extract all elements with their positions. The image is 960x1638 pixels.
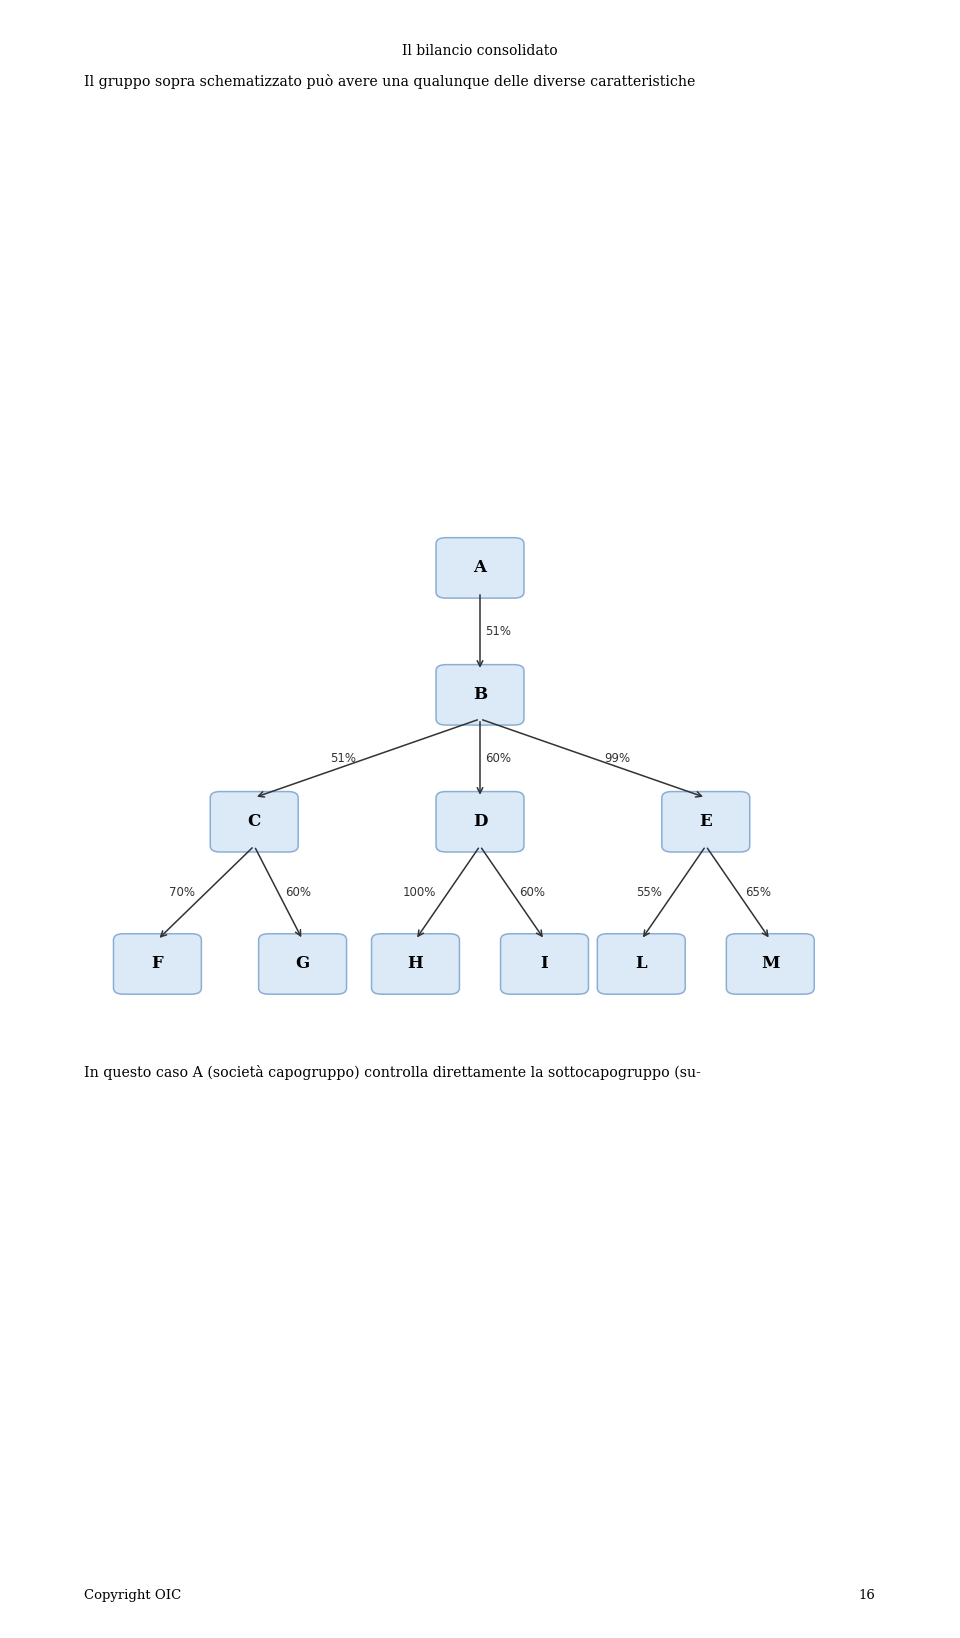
FancyBboxPatch shape <box>597 934 685 994</box>
FancyBboxPatch shape <box>113 934 202 994</box>
Text: 60%: 60% <box>485 752 511 765</box>
Text: 99%: 99% <box>604 752 630 765</box>
Text: B: B <box>473 686 487 703</box>
Text: Il bilancio consolidato: Il bilancio consolidato <box>402 44 558 59</box>
Text: H: H <box>408 955 423 973</box>
FancyBboxPatch shape <box>372 934 460 994</box>
Text: 60%: 60% <box>285 886 312 899</box>
Text: 70%: 70% <box>169 886 195 899</box>
Text: 60%: 60% <box>519 886 545 899</box>
Text: M: M <box>761 955 780 973</box>
Text: A: A <box>473 560 487 577</box>
Text: 16: 16 <box>858 1589 876 1602</box>
Text: Il gruppo sopra schematizzato può avere una qualunque delle diverse caratteristi: Il gruppo sopra schematizzato può avere … <box>84 74 696 88</box>
FancyBboxPatch shape <box>436 791 524 852</box>
Text: In questo caso A (società capogruppo) controlla direttamente la sottocapogruppo : In questo caso A (società capogruppo) co… <box>84 1065 702 1079</box>
Text: C: C <box>248 814 261 830</box>
Text: 51%: 51% <box>485 624 511 637</box>
FancyBboxPatch shape <box>727 934 814 994</box>
Text: L: L <box>636 955 647 973</box>
FancyBboxPatch shape <box>661 791 750 852</box>
Text: Copyright OIC: Copyright OIC <box>84 1589 181 1602</box>
Text: 65%: 65% <box>745 886 771 899</box>
FancyBboxPatch shape <box>436 537 524 598</box>
Text: I: I <box>540 955 548 973</box>
FancyBboxPatch shape <box>210 791 299 852</box>
Text: F: F <box>152 955 163 973</box>
Text: 100%: 100% <box>403 886 436 899</box>
Text: 51%: 51% <box>330 752 356 765</box>
FancyBboxPatch shape <box>500 934 588 994</box>
FancyBboxPatch shape <box>258 934 347 994</box>
Text: G: G <box>296 955 310 973</box>
Text: E: E <box>700 814 712 830</box>
FancyBboxPatch shape <box>436 665 524 726</box>
Text: 55%: 55% <box>636 886 662 899</box>
Text: D: D <box>472 814 488 830</box>
